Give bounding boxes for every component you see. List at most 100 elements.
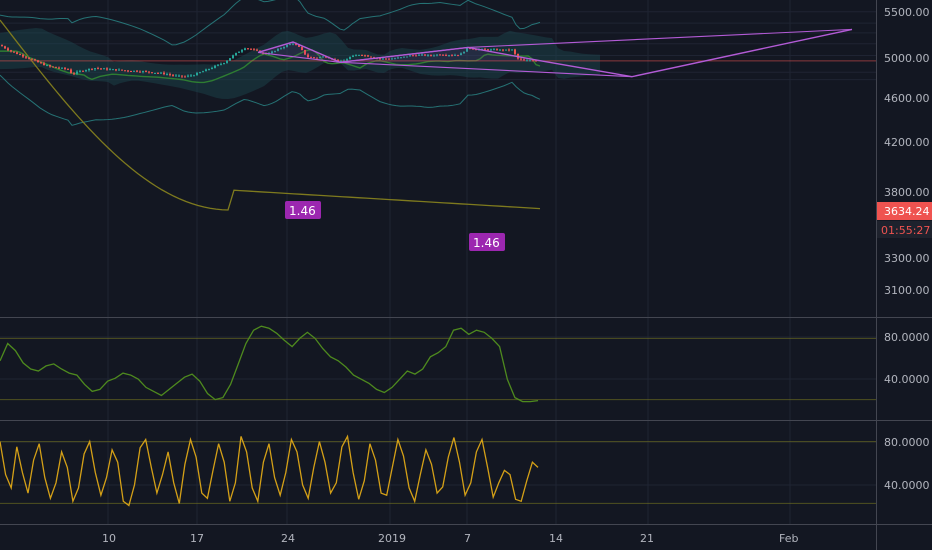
candle-body[interactable] — [40, 62, 42, 64]
candle-body[interactable] — [184, 76, 186, 78]
candle-body[interactable] — [202, 71, 204, 73]
candle-body[interactable] — [415, 55, 417, 57]
candle-body[interactable] — [181, 75, 183, 77]
candle-body[interactable] — [28, 57, 30, 59]
candle-body[interactable] — [382, 58, 384, 60]
candle-body[interactable] — [166, 74, 168, 76]
candle-body[interactable] — [4, 46, 6, 49]
candle-body[interactable] — [325, 56, 327, 58]
candle-body[interactable] — [448, 55, 450, 57]
candle-body[interactable] — [241, 50, 243, 52]
candle-body[interactable] — [424, 54, 426, 56]
candle-body[interactable] — [457, 54, 459, 56]
candle-body[interactable] — [229, 58, 231, 61]
candle-body[interactable] — [58, 67, 60, 69]
candle-body[interactable] — [490, 49, 492, 51]
candle-body[interactable] — [100, 68, 102, 70]
candle-body[interactable] — [115, 69, 117, 71]
candle-body[interactable] — [466, 47, 468, 52]
candle-body[interactable] — [97, 68, 99, 70]
candle-body[interactable] — [10, 50, 12, 52]
candle-body[interactable] — [508, 49, 510, 51]
candle-body[interactable] — [274, 50, 276, 52]
candle-body[interactable] — [460, 53, 462, 56]
candle-body[interactable] — [403, 56, 405, 58]
candle-body[interactable] — [160, 72, 162, 74]
candle-body[interactable] — [289, 44, 291, 46]
candle-body[interactable] — [523, 59, 525, 61]
candle-body[interactable] — [25, 56, 27, 58]
candle-body[interactable] — [73, 73, 75, 75]
candle-body[interactable] — [496, 49, 498, 51]
candle-body[interactable] — [250, 48, 252, 50]
candle-body[interactable] — [169, 74, 171, 76]
candle-body[interactable] — [307, 54, 309, 58]
candle-body[interactable] — [37, 60, 39, 63]
candle-body[interactable] — [187, 75, 189, 77]
candle-body[interactable] — [346, 59, 348, 61]
candle-body[interactable] — [130, 71, 132, 73]
candle-body[interactable] — [142, 71, 144, 73]
candle-body[interactable] — [499, 49, 501, 51]
candle-body[interactable] — [418, 54, 420, 56]
candle-body[interactable] — [199, 72, 201, 74]
candle-body[interactable] — [211, 67, 213, 69]
candle-body[interactable] — [532, 60, 534, 62]
candle-body[interactable] — [352, 55, 354, 57]
candle-body[interactable] — [283, 46, 285, 49]
candle-body[interactable] — [493, 49, 495, 51]
candle-body[interactable] — [31, 58, 33, 60]
pattern-wing-line[interactable] — [467, 28, 853, 48]
candle-body[interactable] — [154, 72, 156, 74]
candle-body[interactable] — [421, 54, 423, 56]
candle-body[interactable] — [364, 55, 366, 57]
stoch-axis[interactable]: 80.0000 40.0000 — [884, 436, 930, 492]
candle-body[interactable] — [292, 43, 294, 45]
candle-body[interactable] — [223, 62, 225, 64]
candle-body[interactable] — [316, 57, 318, 59]
candle-body[interactable] — [400, 57, 402, 59]
candle-body[interactable] — [217, 64, 219, 66]
candle-body[interactable] — [46, 65, 48, 67]
candle-body[interactable] — [139, 71, 141, 73]
candle-body[interactable] — [148, 71, 150, 73]
pattern-wing-line[interactable] — [339, 46, 469, 63]
candle-body[interactable] — [427, 54, 429, 56]
candle-body[interactable] — [430, 54, 432, 56]
candle-body[interactable] — [487, 49, 489, 51]
candle-body[interactable] — [91, 68, 93, 70]
candle-body[interactable] — [277, 48, 279, 51]
candle-body[interactable] — [16, 52, 18, 55]
candle-body[interactable] — [70, 69, 72, 74]
candle-body[interactable] — [409, 55, 411, 57]
candle-body[interactable] — [133, 70, 135, 72]
pattern-wing-line[interactable] — [339, 61, 633, 78]
candle-body[interactable] — [43, 63, 45, 66]
candle-body[interactable] — [79, 70, 81, 72]
candle-body[interactable] — [127, 70, 129, 72]
candle-body[interactable] — [136, 70, 138, 72]
candle-body[interactable] — [247, 48, 249, 50]
pattern-wing-line[interactable] — [257, 51, 341, 63]
candle-body[interactable] — [394, 58, 396, 60]
candle-body[interactable] — [220, 63, 222, 65]
candle-body[interactable] — [406, 56, 408, 58]
candle-body[interactable] — [253, 49, 255, 51]
candle-body[interactable] — [439, 54, 441, 56]
candle-body[interactable] — [61, 67, 63, 69]
pattern-ratio-label[interactable]: 1.46 — [469, 233, 505, 251]
candle-body[interactable] — [226, 60, 228, 63]
candle-body[interactable] — [535, 60, 537, 62]
candle-body[interactable] — [196, 72, 198, 76]
candle-body[interactable] — [232, 55, 234, 59]
candle-body[interactable] — [238, 51, 240, 53]
candle-body[interactable] — [214, 65, 216, 68]
candle-body[interactable] — [13, 51, 15, 53]
candle-body[interactable] — [106, 68, 108, 70]
candle-body[interactable] — [475, 49, 477, 51]
candle-body[interactable] — [433, 55, 435, 57]
candle-body[interactable] — [379, 58, 381, 60]
candle-body[interactable] — [112, 69, 114, 71]
